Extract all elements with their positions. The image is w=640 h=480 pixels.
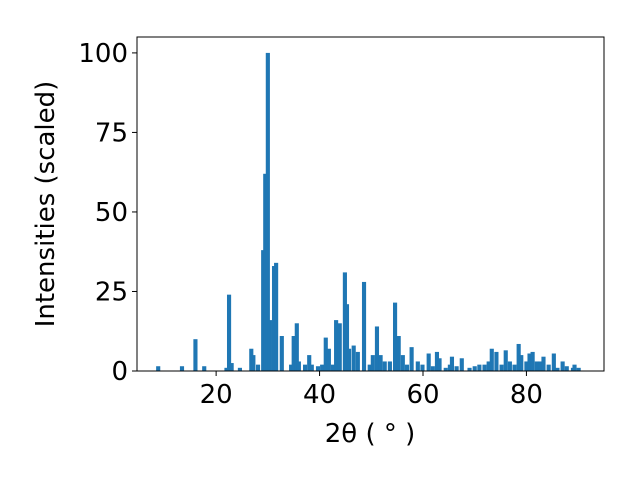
bar	[555, 367, 560, 371]
y-tick-label: 75	[95, 118, 128, 148]
bar	[251, 355, 256, 371]
bar	[382, 361, 387, 371]
bar	[494, 351, 499, 371]
bar	[538, 361, 543, 371]
bar	[291, 336, 296, 371]
bar	[477, 364, 482, 371]
bar	[530, 351, 535, 371]
bar	[415, 361, 420, 371]
bar	[296, 361, 301, 371]
bar	[519, 355, 524, 371]
bar	[226, 294, 232, 371]
bar	[265, 52, 270, 372]
bar	[430, 366, 435, 371]
x-tick-label: 60	[406, 380, 439, 410]
bar	[237, 367, 242, 371]
bar	[255, 364, 261, 371]
bar	[229, 363, 234, 371]
bar	[467, 367, 472, 371]
bar	[274, 262, 279, 371]
bar	[193, 339, 198, 371]
bar	[420, 364, 425, 371]
bar	[320, 364, 325, 371]
bar	[346, 348, 352, 371]
bar	[323, 337, 328, 371]
bar	[454, 366, 459, 371]
bar	[472, 366, 477, 371]
bar	[330, 364, 336, 371]
bar	[499, 364, 504, 371]
y-tick-label: 100	[78, 39, 128, 69]
bar	[434, 351, 440, 371]
bar	[307, 355, 312, 371]
bar	[400, 355, 405, 371]
bar	[437, 358, 442, 371]
bar	[524, 361, 529, 371]
bar	[156, 366, 161, 371]
y-tick-label: 0	[111, 357, 128, 387]
bar	[396, 336, 401, 371]
bar	[482, 364, 487, 371]
bar	[572, 364, 577, 371]
bar	[486, 361, 491, 371]
bar	[459, 358, 464, 371]
bar	[279, 336, 284, 371]
bar	[426, 353, 431, 371]
bar	[361, 281, 367, 371]
bar	[309, 364, 314, 371]
bar	[404, 364, 410, 371]
bar	[576, 367, 581, 371]
bar	[503, 350, 508, 371]
bar	[351, 345, 356, 371]
bar	[249, 348, 254, 371]
bar	[267, 320, 272, 371]
axes-frame	[136, 36, 605, 372]
bar	[374, 326, 380, 371]
bar	[378, 355, 383, 371]
bar	[303, 364, 308, 371]
bar	[387, 361, 392, 371]
bar	[534, 361, 539, 371]
bar	[449, 356, 455, 371]
bar	[392, 302, 398, 371]
bar	[409, 347, 414, 371]
x-tick-label: 40	[303, 380, 336, 410]
bar	[541, 356, 546, 371]
bar	[289, 364, 294, 371]
bar	[489, 348, 494, 371]
bar	[551, 353, 556, 371]
bar	[326, 348, 331, 371]
bar	[202, 366, 207, 371]
bar	[334, 320, 339, 371]
bar	[512, 364, 517, 371]
x-axis-label: 2θ ( ° )	[325, 419, 416, 449]
bar	[560, 361, 565, 371]
y-tick-label: 50	[95, 198, 128, 228]
bar	[355, 351, 360, 371]
bar	[516, 343, 521, 371]
bar	[344, 304, 350, 371]
bar	[315, 366, 321, 371]
bar	[527, 353, 532, 371]
bar	[546, 364, 551, 371]
bar	[507, 361, 512, 371]
bar	[443, 367, 448, 371]
bar	[337, 323, 342, 371]
bar	[294, 323, 299, 371]
x-tick-label: 20	[200, 380, 233, 410]
bar	[370, 355, 375, 371]
bar	[263, 173, 268, 371]
y-tick-label: 25	[95, 277, 128, 307]
bar	[367, 364, 372, 371]
bar	[179, 366, 185, 371]
bar	[564, 366, 569, 371]
x-tick-label: 80	[510, 380, 543, 410]
y-axis-label: Intensities (scaled)	[31, 81, 61, 328]
bar	[224, 367, 229, 371]
